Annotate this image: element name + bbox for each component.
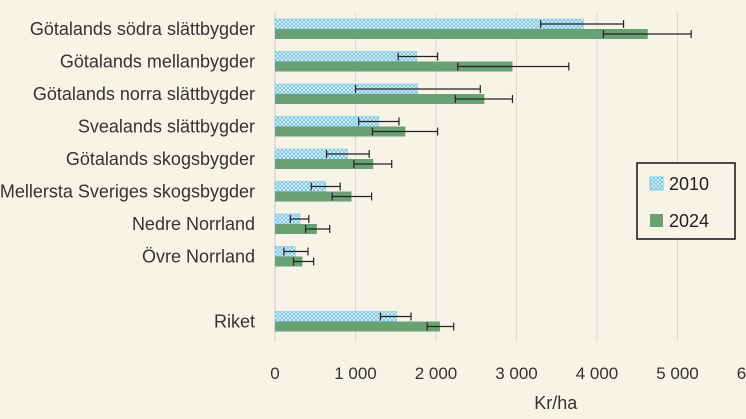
x-tick-label: 1 000 bbox=[334, 364, 377, 383]
x-axis-title: Kr/ha bbox=[534, 393, 578, 413]
category-label: Götalands södra slättbygder bbox=[30, 19, 255, 39]
x-tick-label: 0 bbox=[270, 364, 279, 383]
x-tick-label: 2 000 bbox=[415, 364, 458, 383]
bar-2010 bbox=[274, 311, 397, 322]
bar-2024 bbox=[275, 224, 317, 234]
category-label: Götalands skogsbygder bbox=[66, 149, 255, 169]
legend: 2010 2024 bbox=[636, 162, 736, 240]
legend-label-2010: 2010 bbox=[669, 174, 709, 194]
bar-2024 bbox=[275, 256, 303, 267]
category-label: Mellersta Sveriges skogsbygder bbox=[0, 182, 255, 202]
category-label: Övre Norrland bbox=[142, 247, 255, 267]
bar-2024 bbox=[275, 126, 406, 137]
bar-2010 bbox=[274, 18, 584, 30]
legend-swatch-2024 bbox=[650, 214, 663, 227]
category-label: Riket bbox=[214, 312, 255, 332]
bar-2024 bbox=[275, 321, 441, 332]
x-tick-label: 3 000 bbox=[495, 364, 538, 383]
x-tick-labels: 0 1 000 2 000 3 000 4 000 5 000 6 000 bbox=[270, 364, 746, 383]
bars bbox=[274, 18, 648, 332]
category-label: Götalands norra slättbygder bbox=[33, 84, 255, 104]
legend-swatch-2010 bbox=[649, 176, 664, 191]
category-label: Götalands mellanbygder bbox=[60, 52, 255, 72]
bar-2024 bbox=[275, 159, 374, 169]
bar-2024 bbox=[275, 94, 485, 104]
x-tick-label: 5 000 bbox=[656, 364, 699, 383]
category-labels: Götalands södra slättbygder Götalands mel… bbox=[0, 19, 255, 332]
category-label: Svealands slättbygder bbox=[78, 117, 255, 137]
bar-2010 bbox=[274, 51, 417, 62]
category-label: Nedre Norrland bbox=[132, 214, 255, 234]
legend-label-2024: 2024 bbox=[669, 211, 709, 231]
bar-2024 bbox=[275, 61, 513, 72]
bar-2024 bbox=[275, 29, 648, 39]
x-tick-label: 6 000 bbox=[737, 364, 746, 383]
x-tick-label: 4 000 bbox=[576, 364, 619, 383]
error-bars bbox=[283, 20, 692, 331]
bar-2024 bbox=[275, 191, 352, 202]
